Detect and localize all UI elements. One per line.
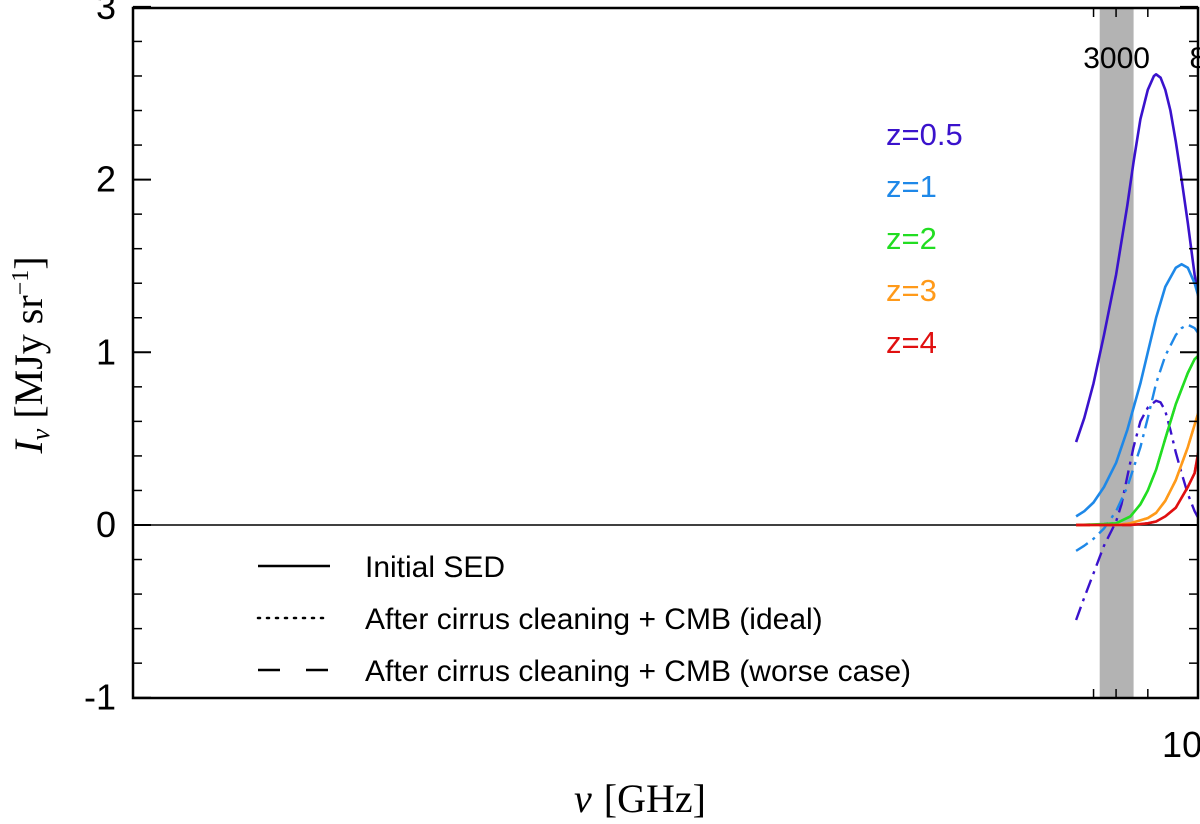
y-axis-unit: [MJy sr — [6, 295, 51, 418]
y-axis-close: ] — [6, 256, 51, 269]
series-lines — [1074, 73, 1198, 621]
band-labels: 3000857545353217143100 — [1083, 42, 1200, 75]
x-axis-symbol: ν — [574, 776, 592, 821]
y-tick-label: 2 — [96, 159, 116, 200]
y-tick-label: 1 — [96, 331, 116, 372]
series-z-4-solid — [1076, 446, 1198, 527]
series-z-1-dashdot — [1075, 323, 1198, 552]
y-axis-exponent: −1 — [8, 270, 34, 296]
z-label-z-2: z=2 — [886, 221, 937, 256]
z-label-z-1: z=1 — [886, 169, 937, 204]
y-tick-label: -1 — [84, 677, 116, 718]
z-label-z-3: z=3 — [886, 273, 937, 308]
band-label-3000: 3000 — [1083, 42, 1150, 75]
z-label-z-0-5: z=0.5 — [886, 117, 963, 152]
x-axis-unit: [GHz] — [604, 776, 706, 821]
redshift-legend: z=0.5 z=1 z=2 z=3 z=4 — [886, 117, 963, 360]
y-axis-symbol: I — [6, 439, 51, 455]
line-style-legend: Initial SED After cirrus cleaning + CMB (… — [256, 551, 911, 688]
y-axis-title: Iν [MJy sr−1] — [6, 256, 55, 454]
series-z-0-5-dashdot — [1074, 399, 1198, 621]
series-z-3-solid — [1076, 409, 1198, 527]
legend-label-dashed: After cirrus cleaning + CMB (worse case) — [365, 655, 911, 688]
legend-label-solid: Initial SED — [365, 551, 505, 584]
y-tick-label: 0 — [96, 504, 116, 545]
series-z-2-solid — [1076, 354, 1198, 527]
band-3000 — [1099, 8, 1134, 698]
plot-frame — [131, 6, 1200, 700]
band-label-857: 857 — [1189, 42, 1200, 75]
z-label-z-4: z=4 — [886, 325, 937, 360]
x-tick-label: 1000 — [1162, 724, 1200, 765]
y-axis-subscript: ν — [26, 428, 55, 440]
x-axis-title: ν [GHz] — [574, 776, 706, 821]
axis-ticks: -101231000100 — [84, 0, 1200, 765]
frequency-bands — [1099, 8, 1134, 698]
y-tick-label: 3 — [96, 0, 116, 27]
series-z-1-solid — [1075, 262, 1198, 518]
legend-label-dotted: After cirrus cleaning + CMB (ideal) — [365, 603, 823, 636]
